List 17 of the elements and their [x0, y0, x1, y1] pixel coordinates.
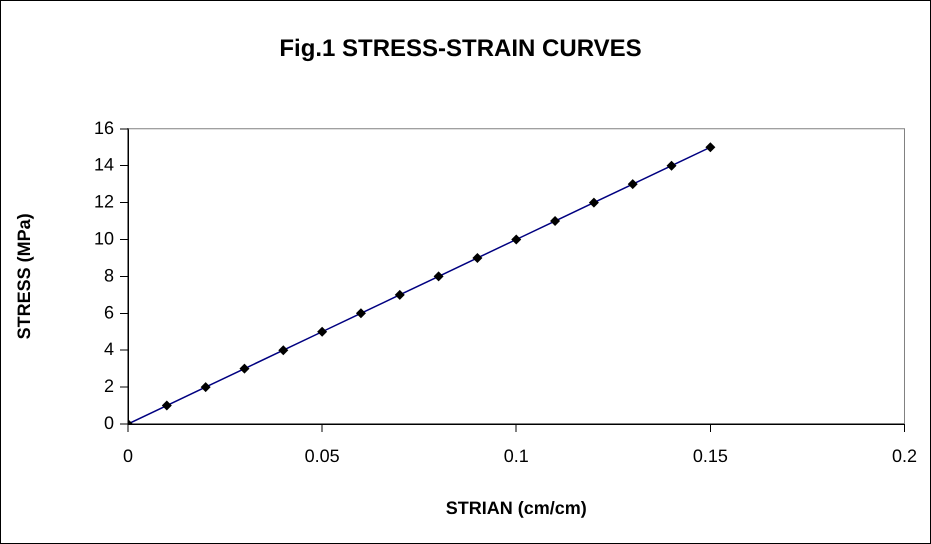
y-tick-label: 14	[94, 154, 114, 175]
x-tick-label: 0.05	[304, 446, 340, 466]
y-tick-label: 8	[104, 265, 114, 286]
chart-title: Fig.1 STRESS-STRAIN CURVES	[279, 35, 642, 62]
x-tick-label: 0	[122, 446, 134, 466]
y-tick-label: 0	[104, 412, 114, 433]
x-tick-label: 0.15	[692, 446, 728, 466]
y-tick-label: 6	[104, 302, 114, 322]
x-axis-title: STRIAN (cm/cm)	[446, 498, 587, 518]
x-tick-label: 0.1	[504, 446, 529, 466]
y-tick-label: 4	[104, 339, 114, 360]
y-tick-label: 16	[94, 118, 114, 138]
y-tick-label: 10	[94, 228, 114, 248]
y-tick-label: 2	[104, 376, 114, 396]
y-axis-title: STRESS (MPa)	[14, 213, 34, 340]
x-tick-label: 0.2	[892, 446, 918, 466]
y-tick-label: 12	[94, 192, 114, 212]
